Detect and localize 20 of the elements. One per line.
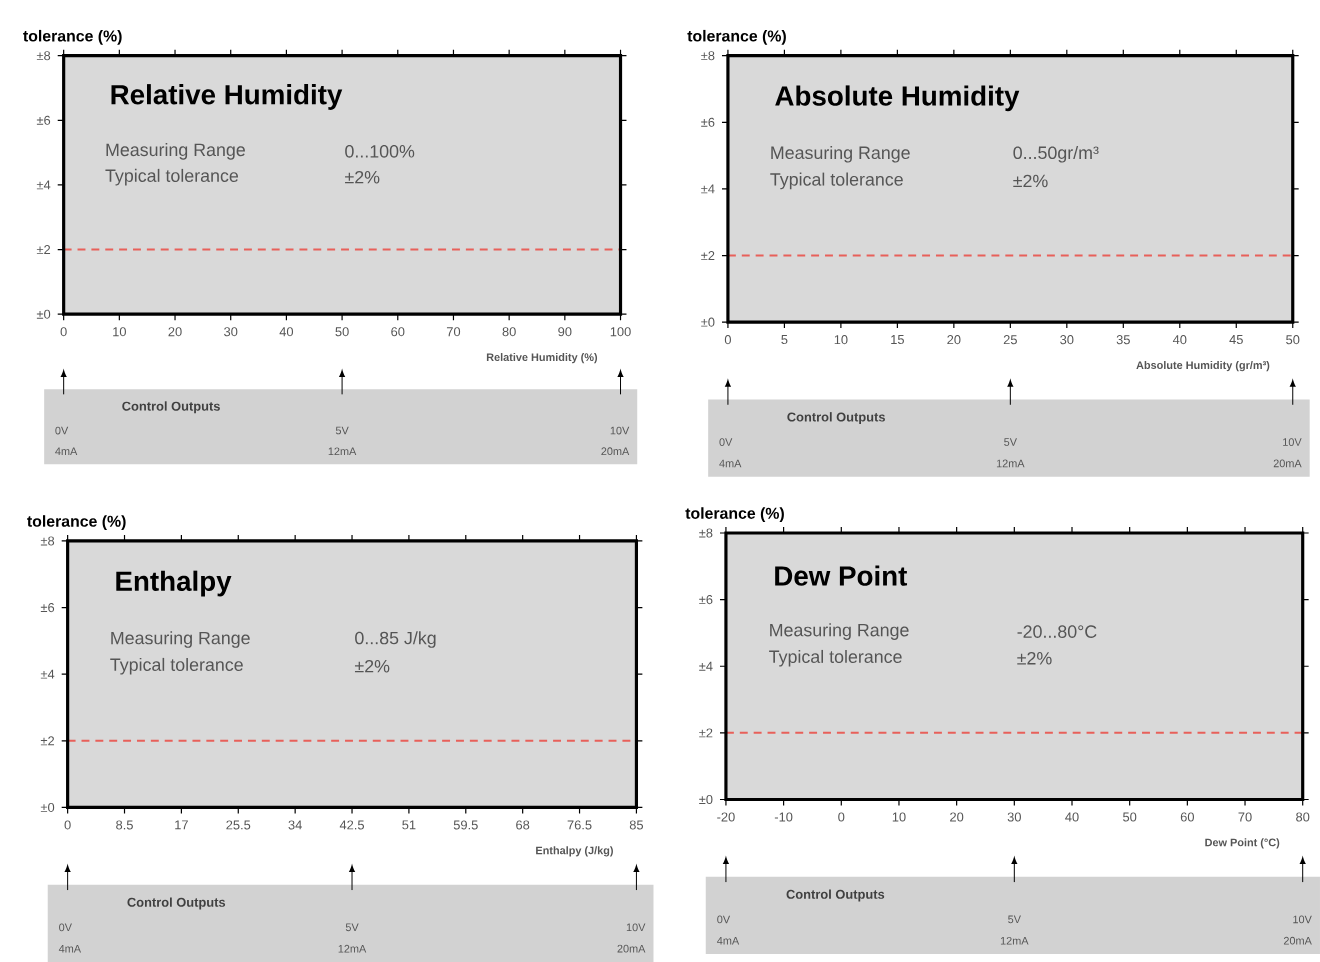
annotation: 0...100%	[345, 145, 415, 158]
annotation: Measuring Range	[771, 145, 910, 163]
annotation: ±2%	[354, 659, 390, 673]
annotation: Measuring Range	[770, 623, 909, 640]
annotation: Measuring Range	[106, 143, 245, 160]
text: Enthalpy	[116, 570, 232, 597]
text: Absolute Humidity	[775, 85, 1020, 112]
annotation: ±2%	[345, 170, 380, 184]
annotation: Typical tolerance	[770, 172, 903, 190]
annotation: Measuring Range	[111, 631, 250, 648]
annotation: Typical tolerance	[769, 649, 902, 667]
annotation: 0...50gr/m³	[1013, 145, 1099, 163]
text: Dew Point	[775, 565, 908, 586]
annotation: ±2%	[1017, 651, 1052, 665]
annotation: Typical tolerance	[110, 657, 243, 675]
text: Relative Humidity	[111, 84, 343, 110]
annotation: 0...85 J/kg	[355, 631, 436, 648]
annotation: ±2%	[1013, 174, 1048, 188]
annotation: Typical tolerance	[105, 168, 239, 186]
annotation: -20...80°C	[1017, 625, 1097, 638]
